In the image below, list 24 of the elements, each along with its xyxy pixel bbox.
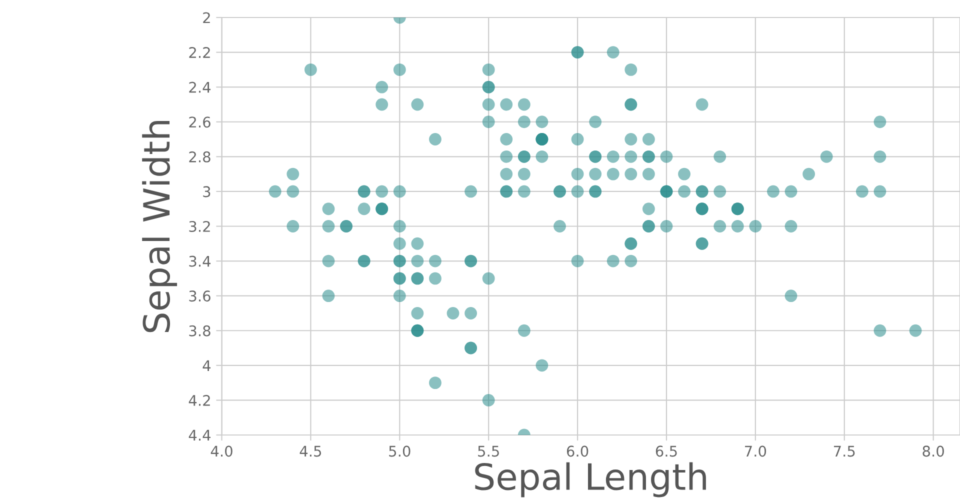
y-tick-label: 4 [202,360,211,371]
x-tick-label: 5.0 [389,446,410,457]
x-tick-label: 7.0 [745,446,766,457]
y-tick-label: 3 [203,186,210,198]
x-tick-label: 6.5 [656,446,677,457]
x-tick-label: 4.0 [210,446,232,457]
y-tick-label: 2.8 [189,151,210,162]
y-tick-label: 3.6 [189,290,210,302]
y-tick-label: 3.2 [189,220,210,232]
x-axis-title: Sepal Length [475,462,706,498]
x-tick-label: 8.0 [922,446,944,457]
y-tick-label: 4.4 [188,430,211,441]
y-axis-title: Sepal Width [142,121,178,332]
y-tick-label: 2 [203,12,210,24]
y-tick-label: 2.6 [189,116,210,128]
x-tick-label: 5.5 [478,446,499,457]
y-tick-label: 2.2 [189,47,210,58]
y-tick-label: 2.4 [189,82,211,93]
x-tick-label: 7.5 [834,446,855,457]
y-tick-label: 4.2 [188,394,210,406]
y-tick-label: 3.8 [189,325,210,336]
y-tick-label: 3.4 [189,256,211,267]
x-tick-label: 4.5 [300,446,322,457]
x-tick-label: 6.0 [566,446,588,457]
